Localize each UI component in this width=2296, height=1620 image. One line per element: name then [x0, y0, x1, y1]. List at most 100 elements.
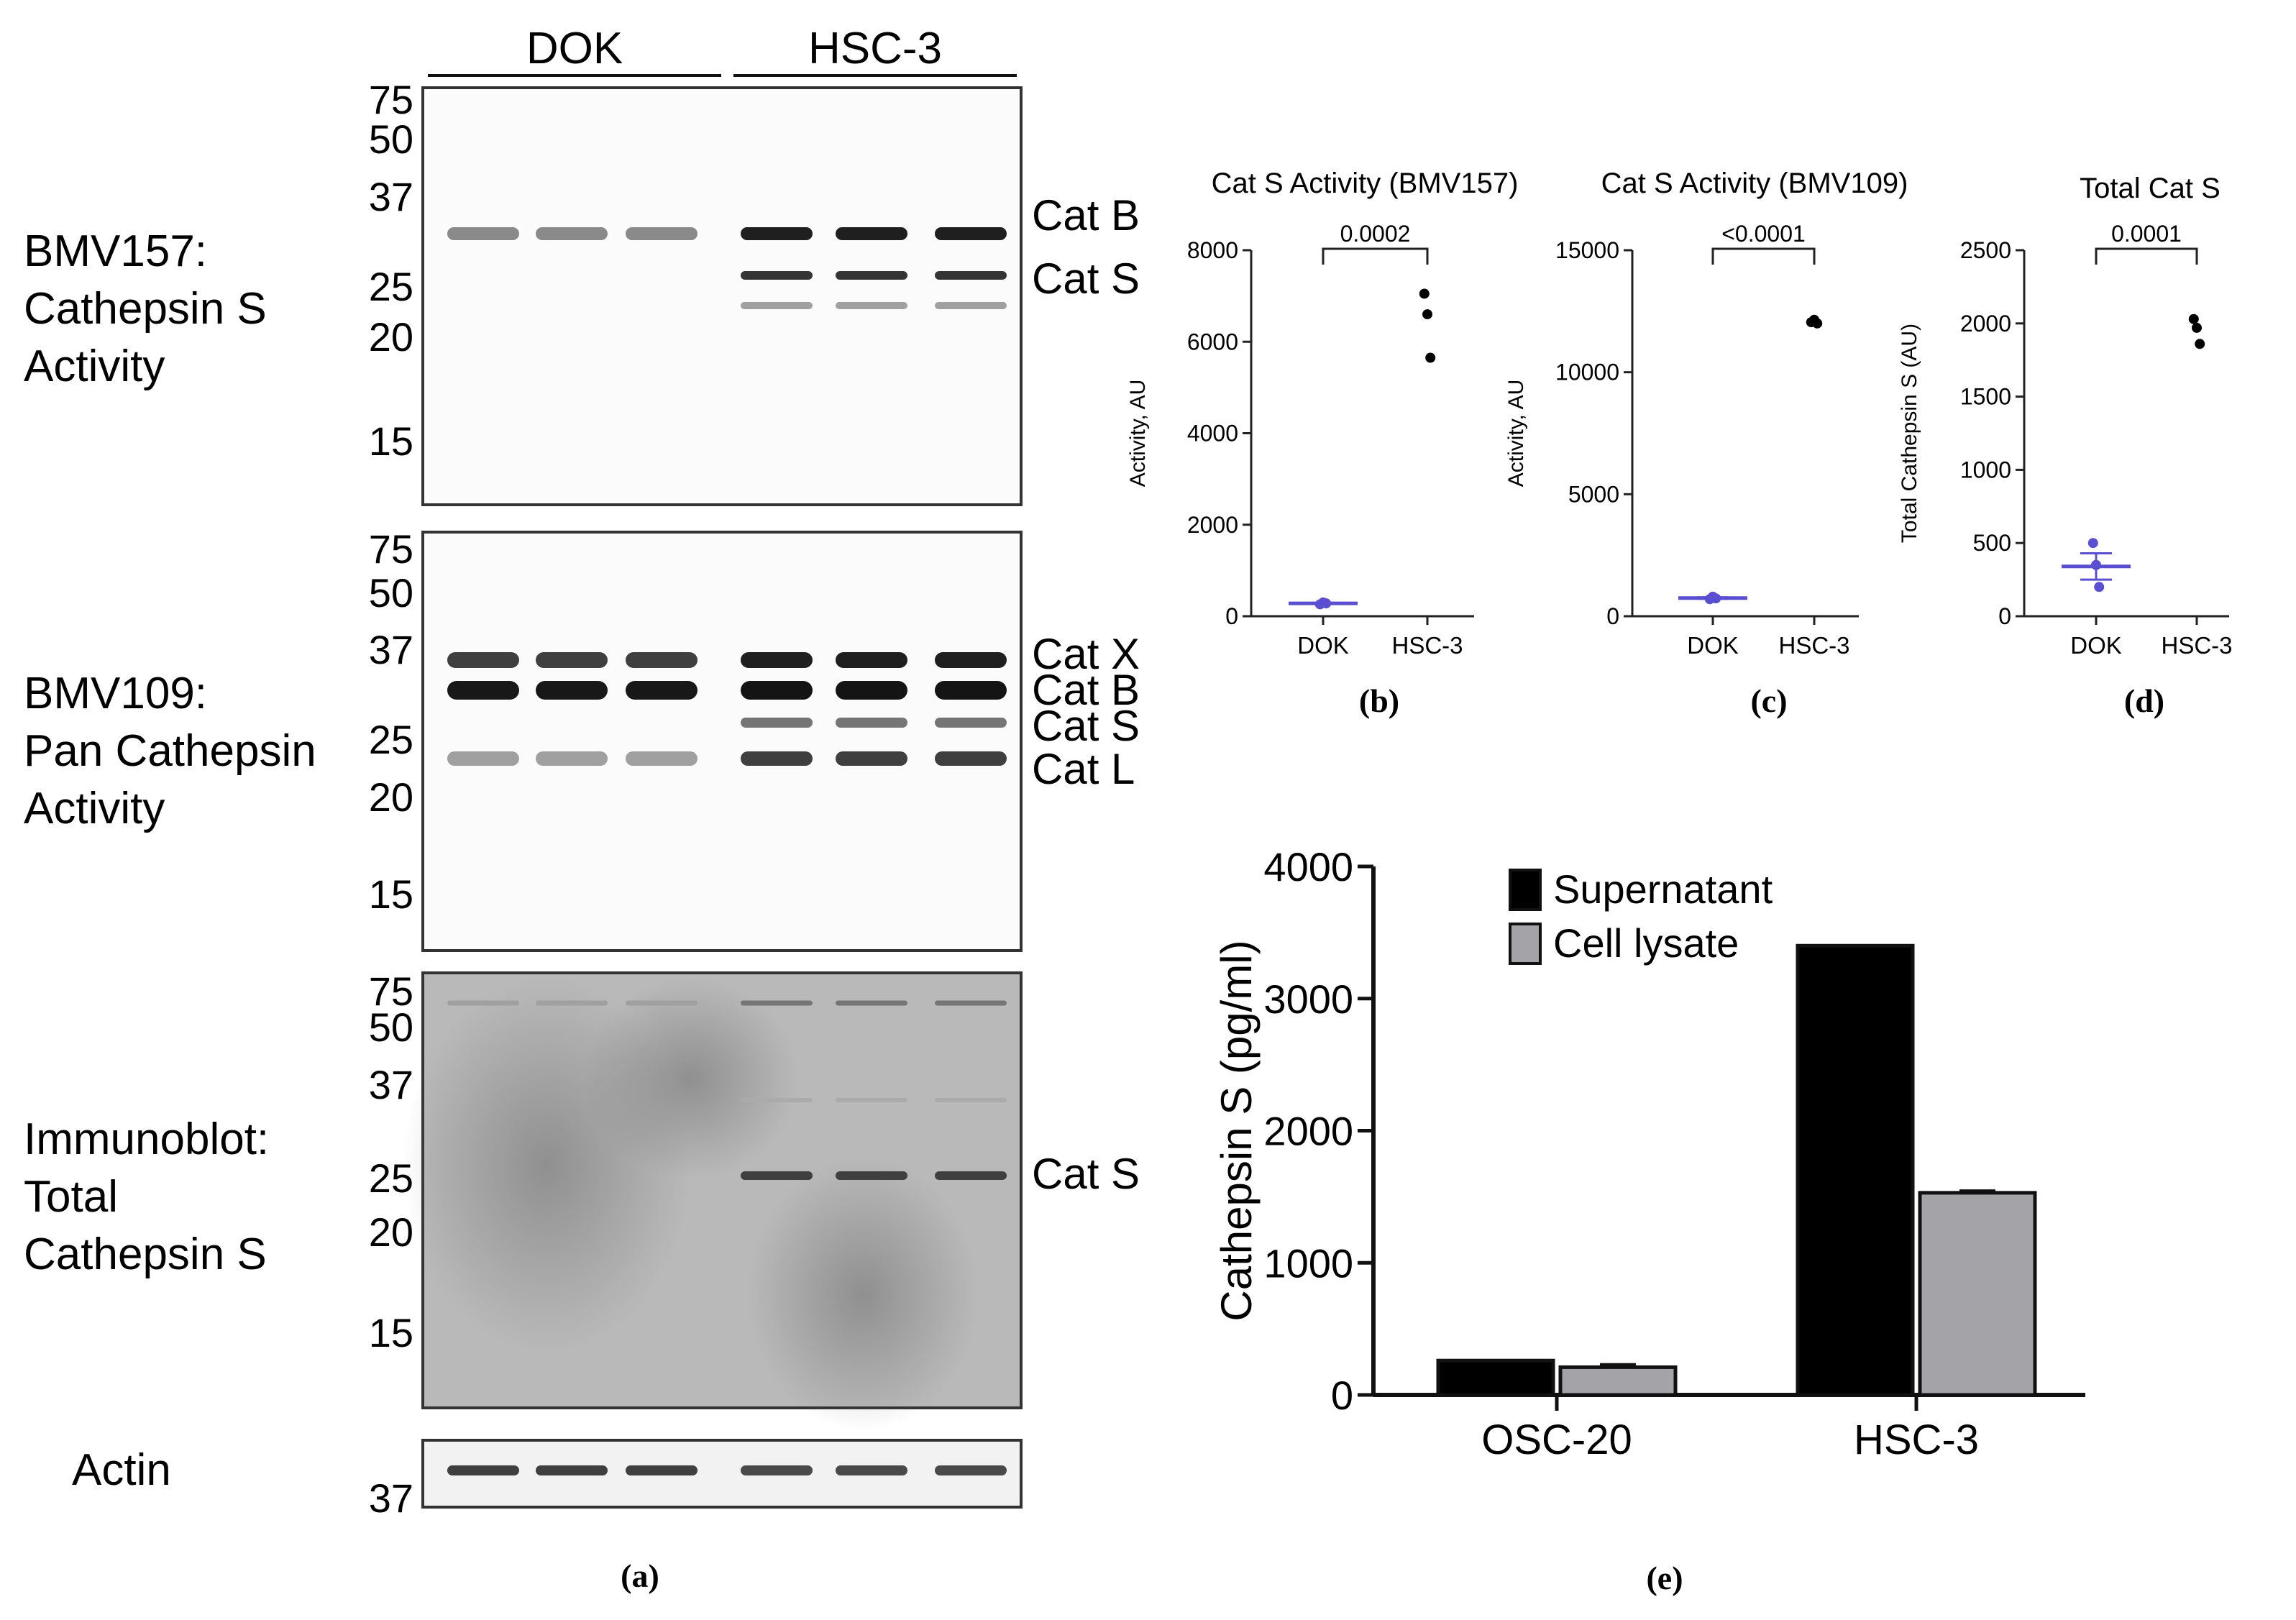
marker-15: 15	[369, 1310, 413, 1355]
y-tick-label: 8000	[1187, 237, 1238, 263]
y-tick-label: 4000	[1187, 421, 1238, 447]
band-label: Cat B	[1032, 191, 1140, 239]
marker-75: 75	[369, 77, 413, 122]
blot-row-label: Pan Cathepsin	[24, 726, 316, 776]
blot-row-label: Total	[24, 1172, 118, 1222]
blot-band	[536, 1000, 608, 1006]
blot-band	[935, 1465, 1007, 1475]
blot-band	[536, 681, 608, 700]
y-axis-label: Activity, AU	[1504, 380, 1528, 487]
y-tick-label: 1000	[1960, 457, 2011, 482]
data-point	[1419, 288, 1430, 299]
marker-20: 20	[369, 774, 413, 820]
blot-band	[626, 652, 698, 668]
blot-band	[447, 1000, 519, 1006]
y-tick-label: 15000	[1555, 237, 1619, 263]
blot-band	[935, 681, 1007, 700]
data-point	[2188, 314, 2199, 324]
blot-row-label: BMV157:	[24, 226, 207, 276]
blot-band	[935, 751, 1007, 766]
marker-15: 15	[369, 418, 413, 464]
chart-e-elisa-bar-chart: 0 1000 2000 3000 4000 Cathepsin S (pg/ml) OSC-…	[1212, 844, 2085, 1463]
y-tick-label: 0	[1606, 603, 1619, 629]
blot-band	[536, 751, 608, 766]
chart-d-total-cat-s: 0 500 1000 1500 2000 2500 DOK HSC-3 Total Cat S T…	[1898, 173, 2233, 659]
significance-label: 0.0002	[1340, 221, 1411, 247]
marker-50: 50	[369, 116, 413, 162]
blot-band	[836, 718, 907, 728]
bar-supernatant	[1436, 1358, 1555, 1397]
blot-band	[836, 227, 907, 240]
marker-37: 37	[369, 174, 413, 219]
marker-25: 25	[369, 717, 413, 762]
blot-band	[447, 681, 519, 700]
data-point	[1425, 352, 1436, 363]
chart-b-bmv157-activity: 0 2000 4000 6000 8000 DOK HSC-3 Cat S Activity …	[1126, 168, 1518, 659]
data-point	[2195, 339, 2205, 349]
y-tick-label: 2000	[1960, 311, 2011, 337]
blot-band	[447, 652, 519, 668]
blot-band	[626, 227, 698, 240]
legend-swatch	[1509, 869, 1542, 911]
group-label-hsc-3: HSC-3	[808, 24, 942, 73]
data-point	[2094, 582, 2105, 592]
band-label: Cat B	[1032, 666, 1140, 714]
blot-band	[935, 718, 1007, 728]
marker-20: 20	[369, 314, 413, 360]
blot-band	[836, 271, 907, 280]
y-tick-label: 2000	[1187, 512, 1238, 538]
marker-20: 20	[369, 1209, 413, 1255]
blot-smudge	[582, 978, 798, 1179]
blot-band	[741, 1465, 813, 1475]
panel-label-e: (e)	[1646, 1560, 1683, 1596]
y-axis-label: Cathepsin S (pg/ml)	[1212, 940, 1261, 1321]
blot-band	[447, 1465, 519, 1475]
blot-band	[536, 1465, 608, 1475]
blot-band	[741, 271, 813, 280]
blot-actin: 37 Actin	[72, 1439, 1023, 1521]
band-label: Cat L	[1032, 745, 1135, 793]
x-tick-label: HSC-3	[2161, 632, 2232, 659]
blot-frame	[421, 531, 1023, 952]
blot-band	[836, 751, 907, 766]
panel-labels: (a) (b) (c) (d) (e)	[621, 682, 2164, 1596]
bar-cell-lysate	[1558, 1365, 1678, 1397]
blot-band	[935, 652, 1007, 668]
significance-label: <0.0001	[1721, 221, 1806, 247]
band-label: Cat S	[1032, 255, 1140, 303]
blot-band	[836, 1171, 907, 1180]
marker-75: 75	[369, 526, 413, 572]
x-tick-label: HSC-3	[1778, 632, 1849, 659]
legend-label: Supernatant	[1553, 866, 1773, 912]
blot-band	[626, 681, 698, 700]
blot-band	[741, 1000, 813, 1006]
panel-label-a: (a)	[621, 1557, 659, 1594]
blot-band	[741, 718, 813, 728]
blot-band	[741, 681, 813, 700]
blot-band	[935, 1098, 1007, 1102]
significance-bracket	[1322, 247, 1429, 265]
blot-row-label: BMV109:	[24, 669, 207, 718]
blot-band	[741, 751, 813, 766]
y-tick-label: 0	[1998, 603, 2011, 629]
y-tick-label: 10000	[1555, 360, 1619, 385]
chart-title: Total Cat S	[2080, 173, 2220, 204]
marker-37: 37	[369, 1475, 413, 1521]
x-tick-label: DOK	[1297, 632, 1349, 659]
marker-37: 37	[369, 627, 413, 672]
blot-row-label: Cathepsin S	[24, 284, 267, 334]
blot-row-label: Cathepsin S	[24, 1230, 267, 1279]
blot-band	[836, 1465, 907, 1475]
marker-75: 75	[369, 969, 413, 1014]
data-point	[2087, 538, 2098, 549]
x-tick-label: DOK	[2070, 632, 2122, 659]
blot-band	[626, 751, 698, 766]
blot-band	[447, 751, 519, 766]
panel-label-d: (d)	[2124, 682, 2164, 719]
blot-row-label: Activity	[24, 784, 165, 833]
blot-row-label: Actin	[72, 1445, 171, 1495]
